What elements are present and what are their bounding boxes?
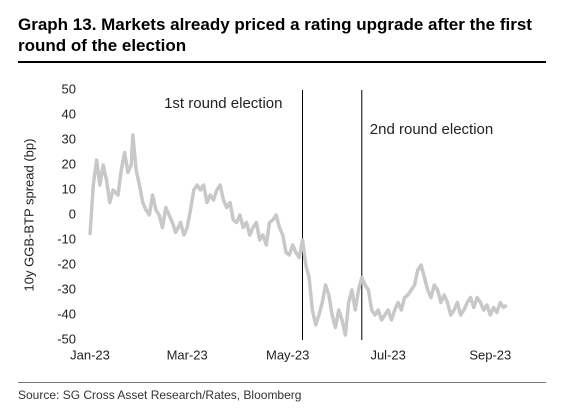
y-tick-label: 50 <box>62 81 76 96</box>
y-tick-label: 30 <box>62 131 76 146</box>
x-tick-label: May-23 <box>266 347 309 362</box>
y-tick-label: 10 <box>62 181 76 196</box>
x-tick-label: Sep-23 <box>469 347 511 362</box>
y-axis-label: 10y GGB-BTP spread (bp) <box>21 139 36 292</box>
y-tick-label: -40 <box>57 306 76 321</box>
y-tick-label: -20 <box>57 256 76 271</box>
x-tick-label: Jan-23 <box>70 347 110 362</box>
annotation: 1st round election <box>164 95 282 112</box>
data-line <box>88 133 508 337</box>
y-tick-label: -10 <box>57 231 76 246</box>
annotation: 2nd round election <box>370 121 493 138</box>
chart: 10y GGB-BTP spread (bp) -50 -40 -30 -20 -10 0… <box>21 81 511 362</box>
y-tick-label: -50 <box>57 331 76 346</box>
y-tick-label: 20 <box>62 156 76 171</box>
title-rule <box>18 61 546 63</box>
chart-title: Graph 13. Markets already priced a ratin… <box>18 15 532 55</box>
y-tick-label: -30 <box>57 281 76 296</box>
x-tick-label: Jul-23 <box>370 347 405 362</box>
y-tick-label: 40 <box>62 106 76 121</box>
source-rule <box>18 382 546 383</box>
source: Source: SG Cross Asset Research/Rates, B… <box>18 388 302 402</box>
y-tick-label: 0 <box>69 206 76 221</box>
x-tick-label: Mar-23 <box>167 347 208 362</box>
